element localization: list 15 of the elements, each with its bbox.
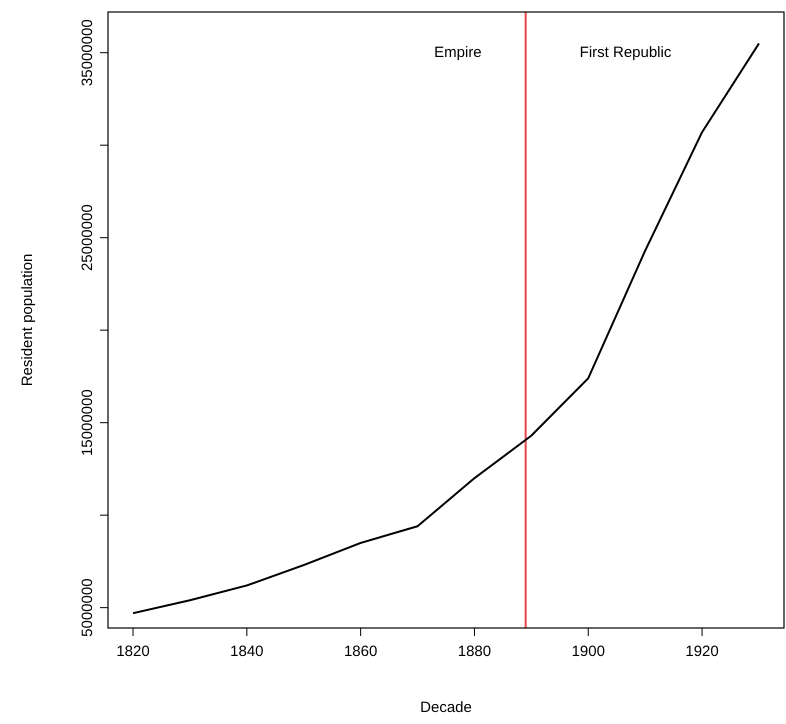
line-series — [132, 42, 760, 614]
x-tick-label: 1820 — [116, 643, 150, 660]
x-tick-label: 1920 — [685, 643, 719, 660]
x-tick-label: 1840 — [230, 643, 264, 660]
x-tick-label: 1880 — [458, 643, 492, 660]
x-tick-label: 1860 — [344, 643, 378, 660]
x-tick-label: 1900 — [572, 643, 605, 660]
y-tick-label: 25000000 — [79, 204, 96, 272]
y-axis-title: Resident population — [19, 254, 36, 386]
y-tick-label: 5000000 — [79, 578, 96, 637]
annotation: Empire — [434, 44, 482, 61]
y-tick-label: 15000000 — [79, 389, 96, 456]
annotation: First Republic — [580, 44, 672, 61]
y-tick-label: 35000000 — [79, 19, 96, 86]
x-axis-title: Decade — [420, 699, 472, 716]
